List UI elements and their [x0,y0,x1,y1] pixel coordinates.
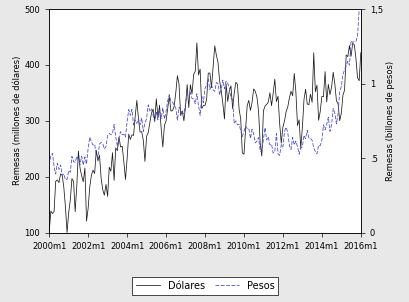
Dólares [194,41,199,45]
Pesos [173,106,178,110]
Pesos [357,7,362,11]
Y-axis label: Remesas (billones de pesos): Remesas (billones de pesos) [385,61,394,181]
Legend: Dólares, Pesos: Dólares, Pesos [131,277,278,295]
Pesos [281,130,286,133]
Dólares [173,91,178,95]
Pesos [280,145,285,149]
Dólares [357,51,362,55]
Pesos [121,132,126,136]
Dólares [65,231,70,234]
Dólares [162,124,166,127]
Dólares [283,110,288,113]
Y-axis label: Remesas (millones de dólares): Remesas (millones de dólares) [13,56,21,185]
Pesos [241,130,246,133]
Dólares [47,230,52,234]
Pesos [47,163,52,167]
Dólares [121,160,126,164]
Pesos [63,178,68,182]
Pesos [162,117,166,121]
Dólares [281,119,286,123]
Line: Dólares: Dólares [49,43,360,233]
Dólares [243,128,247,132]
Line: Pesos: Pesos [49,9,360,180]
